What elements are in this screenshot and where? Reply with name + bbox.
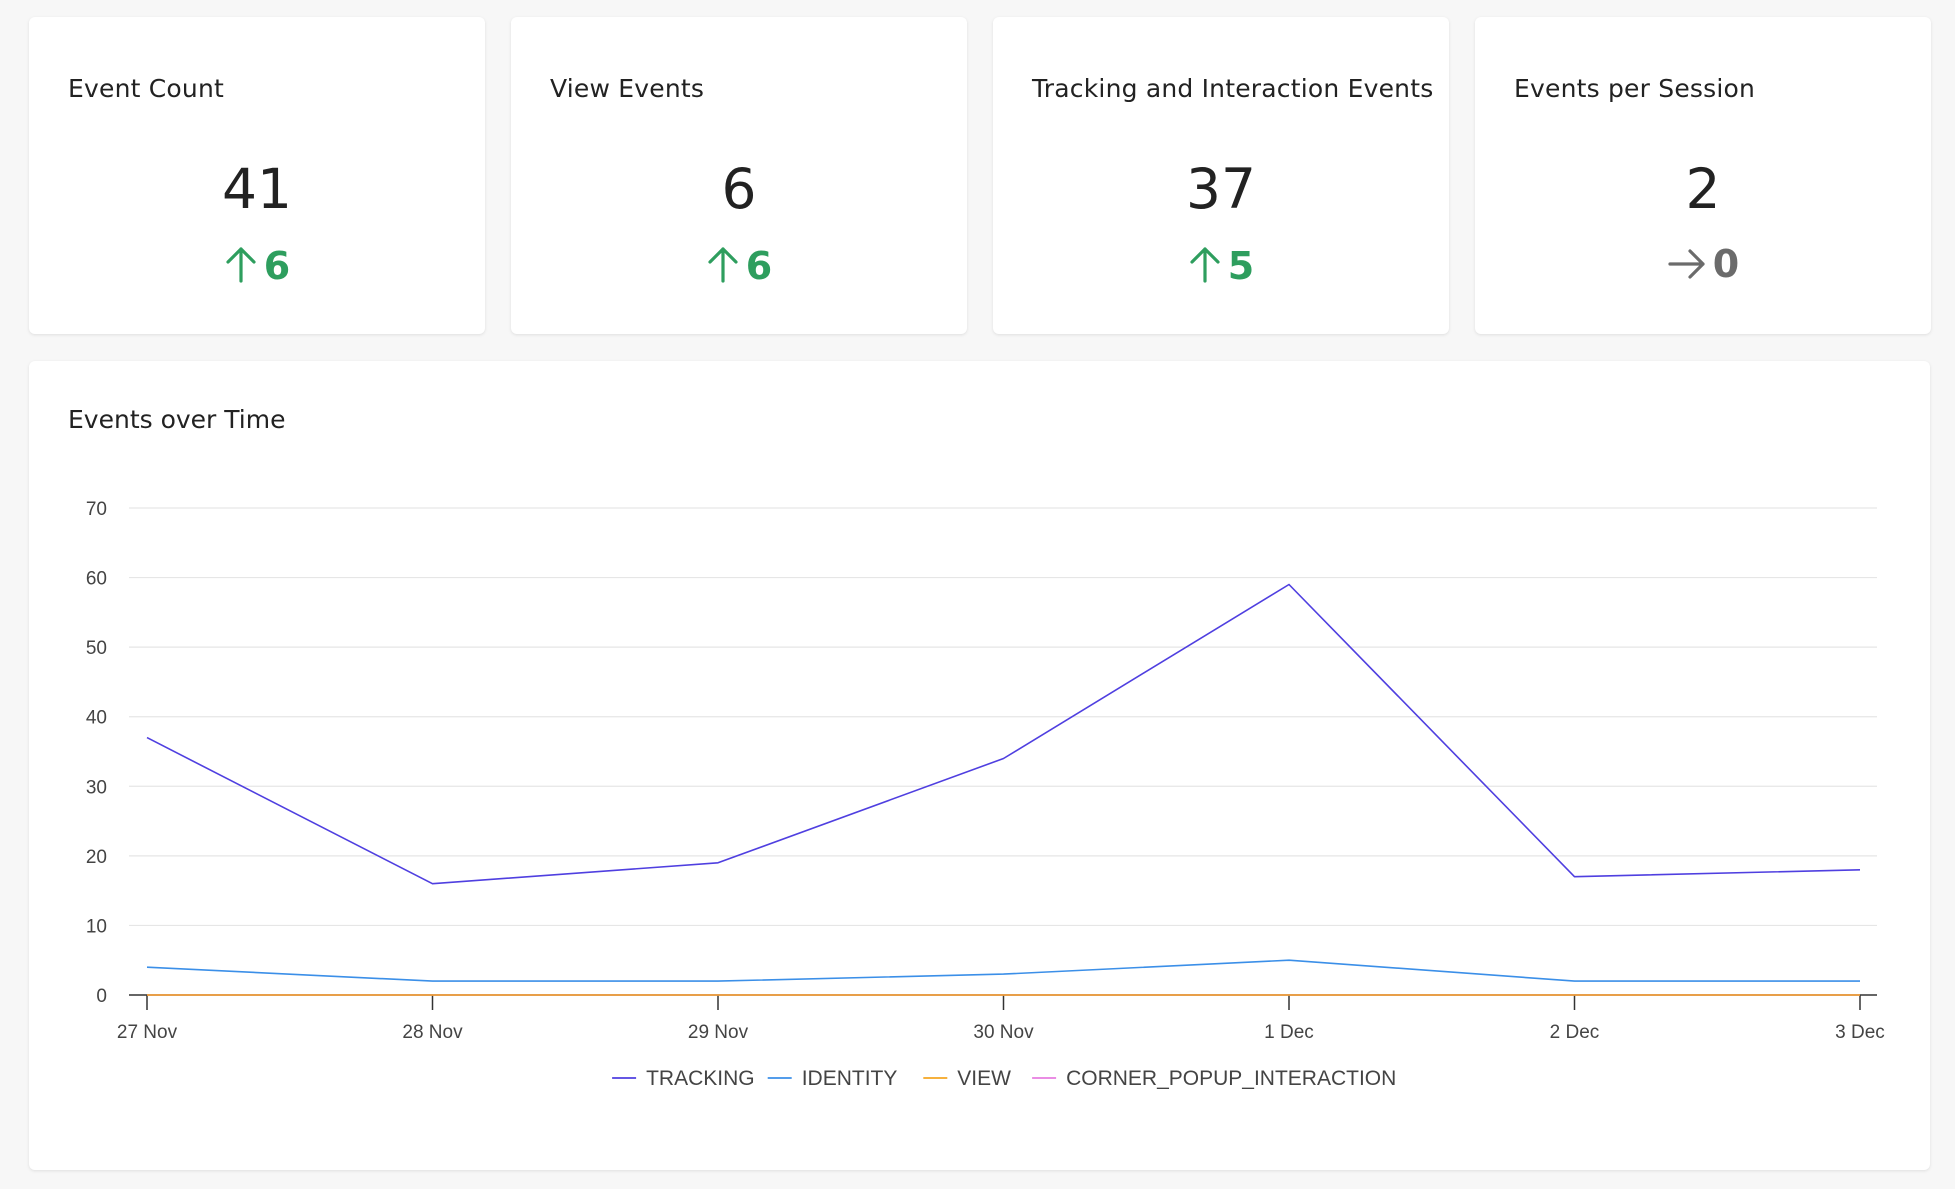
stat-delta: 6 — [29, 245, 485, 285]
legend-label: IDENTITY — [802, 1067, 898, 1090]
stat-value: 6 — [721, 157, 757, 221]
x-tick-label: 27 Nov — [117, 1022, 178, 1043]
stat-value: 41 — [222, 157, 292, 221]
x-tick-label: 2 Dec — [1550, 1022, 1600, 1043]
arrow-up-icon — [224, 244, 258, 288]
y-tick-label: 70 — [86, 499, 107, 520]
y-tick-label: 40 — [86, 708, 107, 729]
stat-card-view-events: View Events 6 6 — [511, 17, 967, 334]
stat-delta-value: 5 — [1227, 244, 1255, 288]
y-tick-label: 10 — [86, 916, 107, 937]
events-over-time-card: Events over Time 0 10 20 30 40 50 60 70 27 Nov 28… — [29, 361, 1930, 1170]
stat-delta: 0 — [1475, 245, 1931, 283]
stat-title: Event Count — [68, 74, 225, 103]
stat-delta-value: 6 — [263, 244, 291, 288]
stat-delta-value: 0 — [1712, 242, 1740, 286]
stat-title: Tracking and Interaction Events — [1032, 74, 1434, 103]
events-over-time-chart: 0 10 20 30 40 50 60 70 27 Nov 28 Nov 29 Nov 30 Nov 1… — [86, 499, 1885, 1090]
y-tick-label: 50 — [86, 638, 107, 659]
arrow-right-icon — [1667, 242, 1707, 286]
y-tick-label: 20 — [86, 847, 107, 868]
legend-label: CORNER_POPUP_INTERACTION — [1066, 1067, 1396, 1090]
legend-label: TRACKING — [646, 1067, 755, 1090]
series-line-identity — [146, 959, 1860, 982]
arrow-up-icon — [1188, 244, 1222, 288]
stat-title: Events per Session — [1514, 74, 1756, 103]
y-tick-label: 60 — [86, 569, 107, 590]
stat-delta: 6 — [511, 245, 967, 285]
stat-delta-value: 6 — [745, 244, 773, 288]
legend-label: VIEW — [957, 1067, 1011, 1090]
x-tick-label: 29 Nov — [688, 1022, 749, 1043]
stat-delta: 5 — [993, 245, 1449, 285]
stat-value: 2 — [1685, 157, 1721, 221]
stat-card-events-per-session: Events per Session 2 0 — [1475, 17, 1931, 334]
stat-value: 37 — [1186, 157, 1256, 221]
stat-title: View Events — [550, 74, 705, 103]
y-tick-label: 0 — [96, 986, 107, 1007]
x-tick-label: 30 Nov — [973, 1022, 1034, 1043]
arrow-up-icon — [706, 244, 740, 288]
stat-card-event-count: Event Count 41 6 — [29, 17, 485, 334]
x-tick-label: 1 Dec — [1264, 1022, 1314, 1043]
stat-card-tracking-interaction-events: Tracking and Interaction Events 37 5 — [993, 17, 1449, 334]
x-tick-label: 3 Dec — [1835, 1022, 1885, 1043]
chart-title: Events over Time — [68, 405, 286, 434]
x-tick-label: 28 Nov — [402, 1022, 463, 1043]
series-line-tracking — [146, 583, 1861, 885]
y-tick-label: 30 — [86, 777, 107, 798]
